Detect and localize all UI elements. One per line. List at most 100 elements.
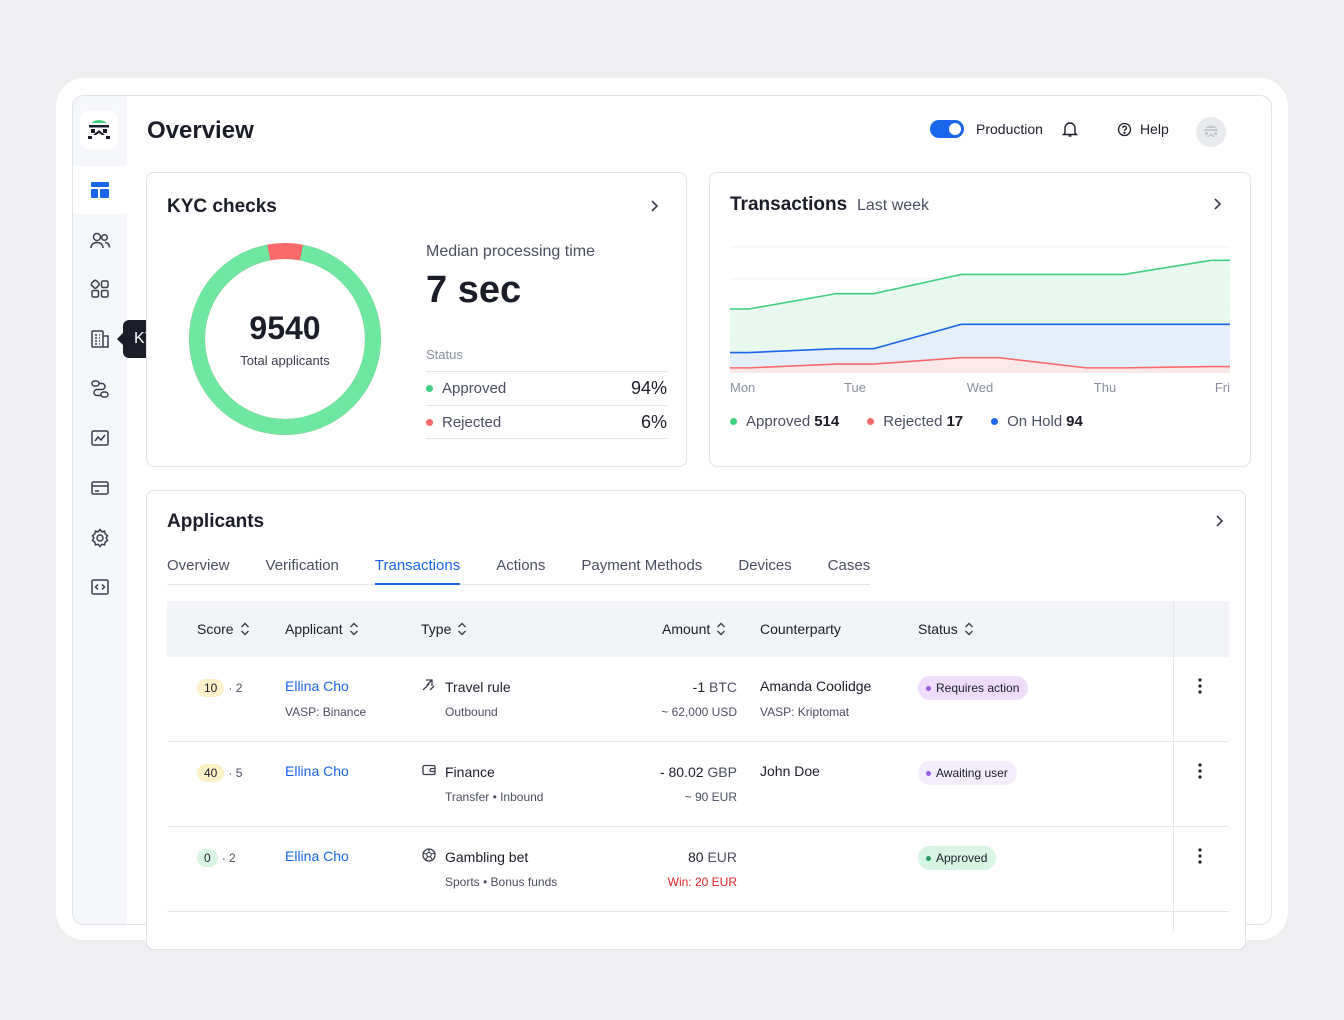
- chevron-right-icon[interactable]: [1212, 514, 1226, 528]
- area-on-hold: [730, 324, 1230, 373]
- x-tick-label: Mon: [730, 380, 755, 395]
- help-icon: [1117, 122, 1132, 136]
- x-tick-label: Fri: [1215, 380, 1230, 395]
- chevron-right-icon[interactable]: [647, 199, 661, 213]
- approved-dot: [426, 385, 433, 392]
- help-label: Help: [1139, 121, 1169, 137]
- score-cell: 40 · 5: [197, 764, 242, 782]
- sort-icon: [349, 622, 358, 636]
- sidebar-item-analytics[interactable]: [73, 414, 127, 462]
- tab-cases[interactable]: Cases: [827, 557, 871, 574]
- legend-dot: [991, 418, 999, 425]
- legend-value: 94: [1066, 413, 1083, 430]
- bell-icon[interactable]: [1061, 120, 1079, 138]
- table-row[interactable]: 40 · 5 Ellina Cho Finance Transfer • Inbound…: [167, 742, 1229, 827]
- applicant-name-link[interactable]: Ellina Cho: [285, 763, 349, 779]
- column-score[interactable]: Score: [197, 621, 250, 637]
- column-amount[interactable]: Amount: [662, 621, 726, 637]
- status-label: Requires action: [936, 681, 1020, 695]
- x-tick-label: Wed: [967, 380, 994, 395]
- status-label: Approved: [936, 851, 988, 865]
- applicant-sub: VASP: Binance: [285, 705, 367, 719]
- status-badge: Requires action: [918, 676, 1029, 700]
- applicant-name-link[interactable]: Ellina Cho: [285, 848, 349, 864]
- logo[interactable]: [80, 111, 118, 149]
- help-button[interactable]: Help: [1117, 121, 1169, 137]
- sidebar-item-users[interactable]: [73, 216, 127, 264]
- median-value: 7 sec: [426, 269, 522, 311]
- score-badge: 10: [197, 679, 225, 697]
- flow-icon: [91, 380, 109, 398]
- tab-actions[interactable]: Actions: [496, 557, 546, 574]
- counterparty-sub: VASP: Kriptomat: [760, 705, 850, 719]
- approved-pct: 94%: [630, 378, 667, 398]
- score-cell: 0 · 2: [197, 849, 236, 867]
- status-dot: [926, 855, 931, 861]
- tab-overview[interactable]: Overview: [167, 557, 230, 574]
- column-counterparty[interactable]: Counterparty: [760, 621, 841, 637]
- building-icon: [91, 330, 109, 348]
- table-row[interactable]: 0 · 2 Ellina Cho Gambling bet Sports • Bonus…: [167, 827, 1229, 912]
- sidebar-item-settings[interactable]: [73, 514, 127, 562]
- environment-label: Production: [976, 121, 1043, 137]
- sidebar-item-developers[interactable]: [73, 563, 127, 611]
- environment-toggle[interactable]: [930, 120, 964, 138]
- chevron-right-icon[interactable]: [1210, 197, 1224, 211]
- approved-label: Approved: [442, 380, 507, 397]
- counterparty-name: John Doe: [760, 763, 820, 779]
- amount-unit: EUR: [707, 849, 737, 865]
- legend-item: On Hold 94: [991, 413, 1083, 430]
- status-badge: Awaiting user: [918, 761, 1017, 785]
- legend-value: 514: [814, 413, 840, 430]
- table-row[interactable]: 10 · 2 Ellina Cho VASP: Binance Travel rule O…: [167, 657, 1229, 742]
- type-label: Travel rule: [445, 679, 511, 695]
- kyc-title: KYC checks: [167, 196, 277, 217]
- score-badge: 0: [197, 849, 218, 867]
- avatar[interactable]: [1196, 117, 1226, 147]
- sidebar-item-kyb[interactable]: [73, 315, 127, 363]
- status-dot: [926, 685, 931, 691]
- area-rejected: [730, 357, 1230, 373]
- legend-dot: [867, 418, 875, 425]
- series-line-rejected: [730, 356, 1230, 369]
- tab-payment-methods[interactable]: Payment Methods: [581, 557, 703, 574]
- status-row-approved: Approved 94%: [426, 371, 667, 405]
- type-sub: Transfer • Inbound: [445, 790, 544, 804]
- series-line-approved: [730, 259, 1230, 310]
- tab-transactions[interactable]: Transactions: [374, 557, 461, 585]
- amount-number: - 80.02: [659, 764, 704, 780]
- legend-item: Rejected 17: [867, 413, 963, 430]
- legend-item: Approved 514: [730, 413, 839, 430]
- more-options-icon[interactable]: [1198, 678, 1202, 694]
- column-status[interactable]: Status: [918, 621, 974, 637]
- wallet-icon: [422, 764, 436, 776]
- type-label: Gambling bet: [445, 849, 529, 865]
- code-icon: [91, 579, 109, 595]
- sidebar-item-apps[interactable]: [73, 265, 127, 313]
- more-options-icon[interactable]: [1198, 763, 1202, 779]
- sidebar-item-flows[interactable]: [73, 365, 127, 413]
- gear-icon: [91, 528, 109, 548]
- applicant-name-link[interactable]: Ellina Cho: [285, 678, 349, 694]
- sort-icon: [458, 622, 467, 636]
- sidebar-item-payments[interactable]: [73, 464, 127, 512]
- apps-icon: [90, 279, 109, 298]
- amount-sub: Win: 20 EUR: [667, 875, 737, 889]
- page-title: Overview: [147, 117, 254, 144]
- column-type[interactable]: Type: [421, 621, 467, 637]
- kyc-donut-chart: [189, 243, 381, 435]
- column-applicant[interactable]: Applicant: [285, 621, 359, 637]
- total-applicants-value: 9540: [249, 310, 321, 346]
- sidebar-item-dashboard[interactable]: [73, 166, 127, 214]
- sidebar: [73, 96, 127, 924]
- series-line-on-hold: [730, 323, 1230, 354]
- type-sub: Sports • Bonus funds: [445, 875, 558, 889]
- transactions-area-chart: Mon Tue Wed Thu Fri: [730, 246, 1230, 395]
- amount-unit: BTC: [709, 679, 737, 695]
- tab-verification[interactable]: Verification: [265, 557, 339, 574]
- median-label: Median processing time: [426, 243, 595, 260]
- more-options-icon[interactable]: [1198, 848, 1202, 864]
- tab-devices[interactable]: Devices: [738, 557, 792, 574]
- transactions-legend: Approved 514 Rejected 17 On Hold 94: [730, 413, 1111, 430]
- chart-icon: [91, 430, 109, 446]
